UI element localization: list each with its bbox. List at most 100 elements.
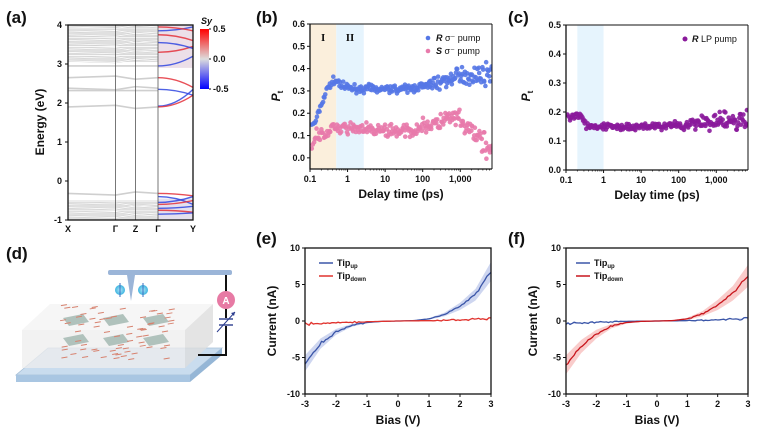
data-point xyxy=(476,65,482,71)
x-tick-label: 0.1 xyxy=(304,174,317,184)
crystal-layer xyxy=(103,334,129,346)
axis-ticks: 4 3 2 1 0 -1X Γ Z Γ Y xyxy=(54,20,196,234)
colorbar-title: Sy xyxy=(201,16,213,26)
molecule-mark xyxy=(120,355,127,358)
data-point xyxy=(429,126,434,132)
x-tick-label: 3 xyxy=(488,399,493,409)
y-tick-label: 2 xyxy=(57,98,62,108)
molecule-mark xyxy=(119,307,126,310)
data-point xyxy=(373,131,379,137)
grey-band-line xyxy=(68,104,159,110)
y-tick-label: 10 xyxy=(551,243,561,253)
spin-band-blue xyxy=(157,88,193,107)
iv-line-up xyxy=(305,271,491,365)
data-point xyxy=(720,117,725,122)
data-point xyxy=(453,122,458,128)
data-point xyxy=(310,146,315,151)
x-tick-label: -1 xyxy=(363,399,371,409)
x-tick-label: 3 xyxy=(745,399,750,409)
x-tick-label: 10 xyxy=(380,174,390,184)
molecule-mark xyxy=(112,353,119,356)
x-tick-label: Y xyxy=(190,224,196,234)
molecule-mark xyxy=(166,312,173,315)
data-point xyxy=(432,75,437,81)
data-point xyxy=(311,139,317,145)
data-point xyxy=(345,132,351,137)
x-tick-label: 1 xyxy=(345,174,350,184)
molecule-mark xyxy=(147,323,154,326)
spin-band-red xyxy=(157,192,193,197)
spin-band-blue xyxy=(157,88,193,96)
pt-delay-chart-b: I II 0.00.10.20.30.40.50.60.1 1 10 100 1,000 … xyxy=(269,19,493,201)
panel-label-f: (f) xyxy=(508,229,525,248)
data-point xyxy=(724,124,730,129)
data-point xyxy=(484,156,489,161)
molecule-mark xyxy=(137,327,144,330)
molecule-mark xyxy=(115,347,122,350)
molecule-mark xyxy=(80,343,87,346)
molecule-mark xyxy=(151,309,158,312)
data-point xyxy=(314,126,319,131)
band-gap-line xyxy=(68,25,159,29)
data-point xyxy=(359,123,365,128)
molecule-mark xyxy=(99,318,106,321)
legend: R LP pump xyxy=(682,34,737,44)
molecule-mark xyxy=(164,316,171,319)
band-gap-line xyxy=(68,50,159,55)
molecule-mark xyxy=(61,356,68,359)
molecule-mark xyxy=(142,334,149,337)
spin-band-red xyxy=(157,209,193,213)
molecule-mark xyxy=(105,317,112,320)
y-axis-label: Energy (eV) xyxy=(33,89,47,156)
molecule-mark xyxy=(60,304,68,307)
data-point xyxy=(382,122,388,127)
molecule-mark xyxy=(91,348,98,351)
molecule-mark xyxy=(138,341,145,344)
y-tick-label: 0.5 xyxy=(548,20,561,30)
spin-band-red xyxy=(157,26,193,32)
x-tick-label: 2 xyxy=(715,399,720,409)
molecule-mark xyxy=(97,311,104,314)
data-point xyxy=(488,147,492,152)
data-point xyxy=(389,89,395,94)
data-point xyxy=(440,122,446,127)
molecule-mark xyxy=(80,348,87,351)
legend-label-s: S σ⁻ pump xyxy=(436,46,480,56)
band-gap-line xyxy=(68,202,159,207)
colorbar-title-text: Sy xyxy=(201,16,213,26)
panel-label-c: (c) xyxy=(508,8,529,27)
panel-label-b: (b) xyxy=(256,8,278,27)
spin-band-blue xyxy=(157,26,193,32)
grey-band-line xyxy=(68,75,159,81)
legend-label-up: Tipup xyxy=(337,258,358,270)
band-structure-chart: 4 3 2 1 0 -1X Γ Z Γ Y Energy (eV) Sy 0.5 0.0 -0.5 xyxy=(33,16,229,234)
colorbar-tick-bottom: -0.5 xyxy=(213,84,229,94)
molecule-mark xyxy=(60,319,67,322)
data-point xyxy=(481,79,487,84)
spin-band-red xyxy=(157,199,193,206)
colorbar-tick-top: 0.5 xyxy=(213,24,226,34)
data-point xyxy=(419,128,425,134)
data-point xyxy=(478,76,484,81)
variable-arrowhead xyxy=(231,312,235,316)
data-point xyxy=(469,128,474,134)
molecule-mark xyxy=(139,344,146,347)
substrate-front xyxy=(16,375,190,382)
x-tick-label: 100 xyxy=(671,175,686,185)
molecule-mark xyxy=(139,328,146,331)
y-tick-label: 0.4 xyxy=(292,64,305,74)
data-point xyxy=(735,123,740,129)
molecule-mark xyxy=(64,322,71,325)
legend: R σ⁻ pump S σ⁻ pump xyxy=(425,33,480,56)
data-point xyxy=(314,114,320,120)
film-side xyxy=(185,304,213,368)
data-point xyxy=(693,127,698,132)
data-point xyxy=(457,107,462,113)
data-point xyxy=(483,83,488,89)
spin-band-blue xyxy=(157,195,193,204)
data-point xyxy=(317,109,322,114)
molecule-mark xyxy=(75,315,83,318)
data-point xyxy=(340,79,346,84)
molecule-mark xyxy=(115,353,122,356)
